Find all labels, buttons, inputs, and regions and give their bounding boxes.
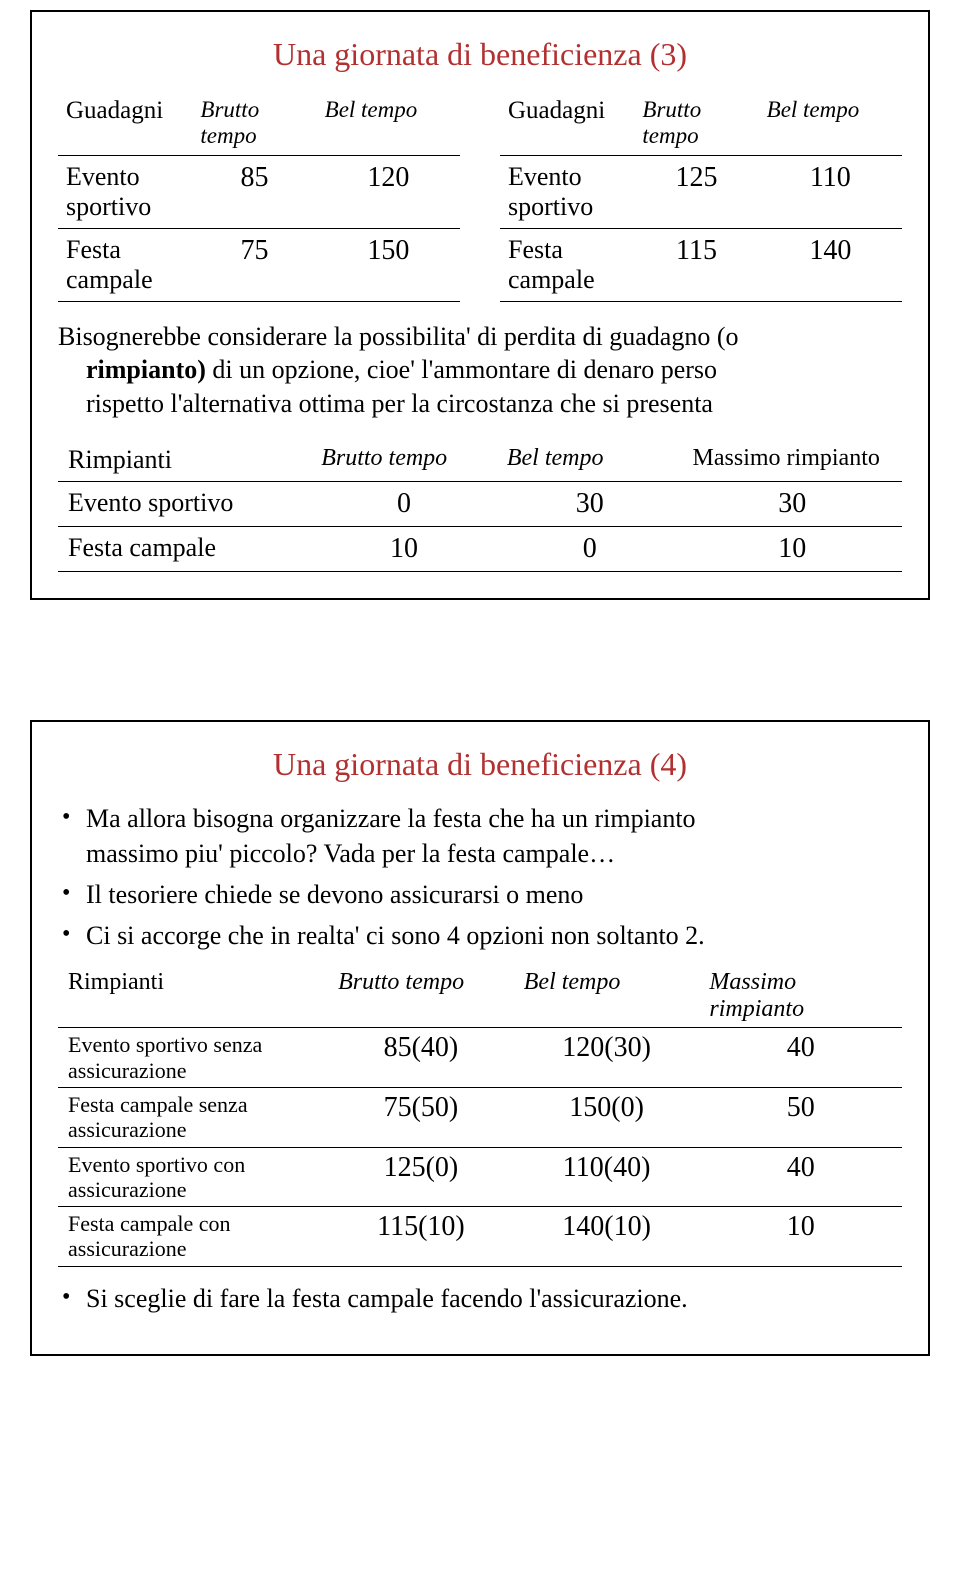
rimpianti-table: Rimpianti Brutto tempo Bel tempo Massimo… — [58, 439, 902, 572]
row-label: Festa campale senza assicurazione — [58, 1087, 328, 1147]
para-line: rispetto l'alternativa ottima per la cir… — [58, 387, 713, 421]
cell-value: 10 — [683, 526, 902, 571]
cell-value: 50 — [699, 1087, 902, 1147]
cell-value: 140(10) — [514, 1207, 700, 1267]
rimpianti-table-2: Rimpianti Brutto tempo Bel tempo Massimo… — [58, 965, 902, 1266]
cell-value: 110(40) — [514, 1147, 700, 1207]
cell-value: 110 — [759, 156, 902, 229]
table-row: Evento sportivo con assicurazione 125(0)… — [58, 1147, 902, 1207]
bullet-list-bottom: Si sceglie di fare la festa campale face… — [58, 1281, 902, 1316]
cell-value: 140 — [759, 228, 902, 301]
panel-2-title: Una giornata di beneficienza (4) — [58, 746, 902, 783]
table-row: Evento sportivo 125 110 — [500, 156, 902, 229]
cell-value: 30 — [497, 481, 683, 526]
table-row: Festa campale 115 140 — [500, 228, 902, 301]
para-line: Bisognerebbe considerare la possibilita'… — [58, 322, 739, 351]
list-item: Si sceglie di fare la festa campale face… — [58, 1281, 902, 1316]
cell-value: 75 — [192, 228, 316, 301]
two-tables-row: Guadagni Brutto tempo Bel tempo Evento s… — [58, 91, 902, 302]
row-label: Festa campale con assicurazione — [58, 1207, 328, 1267]
cell-value: 85 — [192, 156, 316, 229]
row-label: Evento sportivo — [500, 156, 634, 229]
list-item: Il tesoriere chiede se devono assicurars… — [58, 877, 902, 912]
guadagni-table-right: Guadagni Brutto tempo Bel tempo Evento s… — [500, 91, 902, 302]
header-guadagni: Guadagni — [58, 91, 192, 156]
cell-value: 40 — [699, 1028, 902, 1088]
header-rimpianti: Rimpianti — [58, 439, 311, 482]
list-item: Ma allora bisogna organizzare la festa c… — [58, 801, 902, 871]
cell-value: 40 — [699, 1147, 902, 1207]
header-rimpianti: Rimpianti — [58, 965, 328, 1028]
header-massimo: Massimo rimpianto — [699, 965, 902, 1028]
cell-value: 10 — [699, 1207, 902, 1267]
cell-value: 125 — [634, 156, 758, 229]
bullet-list: Ma allora bisogna organizzare la festa c… — [58, 801, 902, 953]
cell-value: 10 — [311, 526, 497, 571]
row-label: Festa campale — [58, 228, 192, 301]
header-bel: Bel tempo — [759, 91, 902, 156]
row-label: Evento sportivo — [58, 481, 311, 526]
panel-2: Una giornata di beneficienza (4) Ma allo… — [30, 720, 930, 1356]
header-guadagni: Guadagni — [500, 91, 634, 156]
cell-value: 30 — [683, 481, 902, 526]
header-brutto: Brutto tempo — [192, 91, 316, 156]
cell-value: 150(0) — [514, 1087, 700, 1147]
header-brutto: Brutto tempo — [311, 439, 497, 482]
header-bel: Bel tempo — [497, 439, 683, 482]
table-header-row: Rimpianti Brutto tempo Bel tempo Massimo… — [58, 439, 902, 482]
header-brutto: Brutto tempo — [634, 91, 758, 156]
row-label: Evento sportivo con assicurazione — [58, 1147, 328, 1207]
cell-value: 0 — [311, 481, 497, 526]
header-brutto: Brutto tempo — [328, 965, 514, 1028]
cell-value: 85(40) — [328, 1028, 514, 1088]
cell-value: 75(50) — [328, 1087, 514, 1147]
guadagni-table-left: Guadagni Brutto tempo Bel tempo Evento s… — [58, 91, 460, 302]
table-row: Festa campale senza assicurazione 75(50)… — [58, 1087, 902, 1147]
cell-value: 115 — [634, 228, 758, 301]
table-header-row: Guadagni Brutto tempo Bel tempo — [58, 91, 460, 156]
row-label: Festa campale — [500, 228, 634, 301]
table-row: Festa campale 75 150 — [58, 228, 460, 301]
cell-value: 125(0) — [328, 1147, 514, 1207]
bullet-text: Ma allora bisogna organizzare la festa c… — [86, 804, 696, 833]
row-label: Evento sportivo senza assicurazione — [58, 1028, 328, 1088]
table-header-row: Guadagni Brutto tempo Bel tempo — [500, 91, 902, 156]
header-massimo: Massimo rimpianto — [683, 439, 902, 482]
cell-value: 120(30) — [514, 1028, 700, 1088]
list-item: Ci si accorge che in realta' ci sono 4 o… — [58, 918, 902, 953]
row-label: Evento sportivo — [58, 156, 192, 229]
table-row: Evento sportivo senza assicurazione 85(4… — [58, 1028, 902, 1088]
cell-value: 150 — [317, 228, 460, 301]
cell-value: 0 — [497, 526, 683, 571]
bold-word: rimpianto) — [86, 355, 206, 384]
paragraph: Bisognerebbe considerare la possibilita'… — [58, 320, 902, 421]
panel-1: Una giornata di beneficienza (3) Guadagn… — [30, 10, 930, 600]
header-bel: Bel tempo — [514, 965, 700, 1028]
table-row: Festa campale con assicurazione 115(10) … — [58, 1207, 902, 1267]
bullet-text: massimo piu' piccolo? Vada per la festa … — [86, 839, 615, 868]
cell-value: 115(10) — [328, 1207, 514, 1267]
panel-1-title: Una giornata di beneficienza (3) — [58, 36, 902, 73]
table-row: Evento sportivo 85 120 — [58, 156, 460, 229]
row-label: Festa campale — [58, 526, 311, 571]
table-header-row: Rimpianti Brutto tempo Bel tempo Massimo… — [58, 965, 902, 1028]
para-line: rimpianto) di un opzione, cioe' l'ammont… — [58, 353, 717, 387]
cell-value: 120 — [317, 156, 460, 229]
header-bel: Bel tempo — [317, 91, 460, 156]
table-row: Evento sportivo 0 30 30 — [58, 481, 902, 526]
table-row: Festa campale 10 0 10 — [58, 526, 902, 571]
